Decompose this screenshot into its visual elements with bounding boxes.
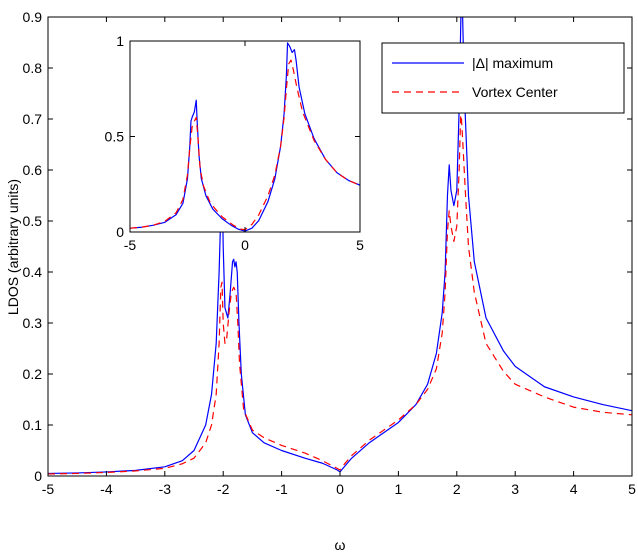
inset-series-group	[130, 42, 360, 232]
y-tick-label: 0.9	[23, 9, 43, 25]
x-tick-label: 5	[628, 481, 636, 497]
inset-series-line-vortex-center	[130, 59, 360, 231]
x-axis-label: ω	[335, 537, 346, 553]
x-tick-label: 2	[453, 481, 461, 497]
y-tick-label: 0.4	[23, 264, 43, 280]
x-axis-ticks: -5 -4 -3 -2 -1 0 1 2 3 4 5	[42, 17, 636, 497]
x-tick-label: 0	[336, 481, 344, 497]
inset-y-tick-label: 0.5	[105, 129, 125, 145]
inset-x-axis-ticks: -5 0 5	[124, 41, 364, 253]
inset-y-tick-label: 0	[116, 224, 124, 240]
legend-label-delta-max: |Δ| maximum	[472, 55, 553, 71]
y-tick-label: 0.3	[23, 315, 43, 331]
y-tick-label: 0.8	[23, 60, 43, 76]
legend-label-vortex-center: Vortex Center	[472, 84, 558, 100]
inset-y-axis-ticks: 00.51	[105, 33, 360, 240]
y-tick-label: 0	[34, 468, 42, 484]
x-tick-label: -4	[100, 481, 113, 497]
y-axis-label: LDOS (arbitrary units)	[5, 179, 21, 315]
inset-x-tick-label: -5	[124, 237, 137, 253]
x-tick-label: -2	[217, 481, 230, 497]
x-tick-label: -3	[159, 481, 172, 497]
x-tick-label: -1	[275, 481, 288, 497]
y-tick-label: 0.5	[23, 213, 43, 229]
x-tick-label: 1	[395, 481, 403, 497]
legend: |Δ| maximum Vortex Center	[381, 42, 625, 114]
inset-plot-area	[130, 41, 360, 232]
y-axis-ticks: 0 0.1 0.2 0.3 0.4 0.5 0.6 0.7 0.8 0.9	[23, 9, 632, 484]
y-tick-label: 0.7	[23, 111, 43, 127]
inset-x-tick-label: 5	[356, 237, 364, 253]
x-tick-label: 3	[511, 481, 519, 497]
series-line-vortex-center	[48, 108, 632, 475]
x-tick-label: -5	[42, 481, 55, 497]
y-tick-label: 0.2	[23, 366, 43, 382]
inset-y-tick-label: 1	[116, 33, 124, 49]
inset-chart: -5 0 5 00.51	[105, 33, 365, 253]
legend-box	[381, 42, 625, 114]
x-tick-label: 4	[570, 481, 578, 497]
y-tick-label: 0.6	[23, 162, 43, 178]
y-tick-label: 0.1	[23, 417, 43, 433]
inset-x-tick-label: 0	[241, 237, 249, 253]
